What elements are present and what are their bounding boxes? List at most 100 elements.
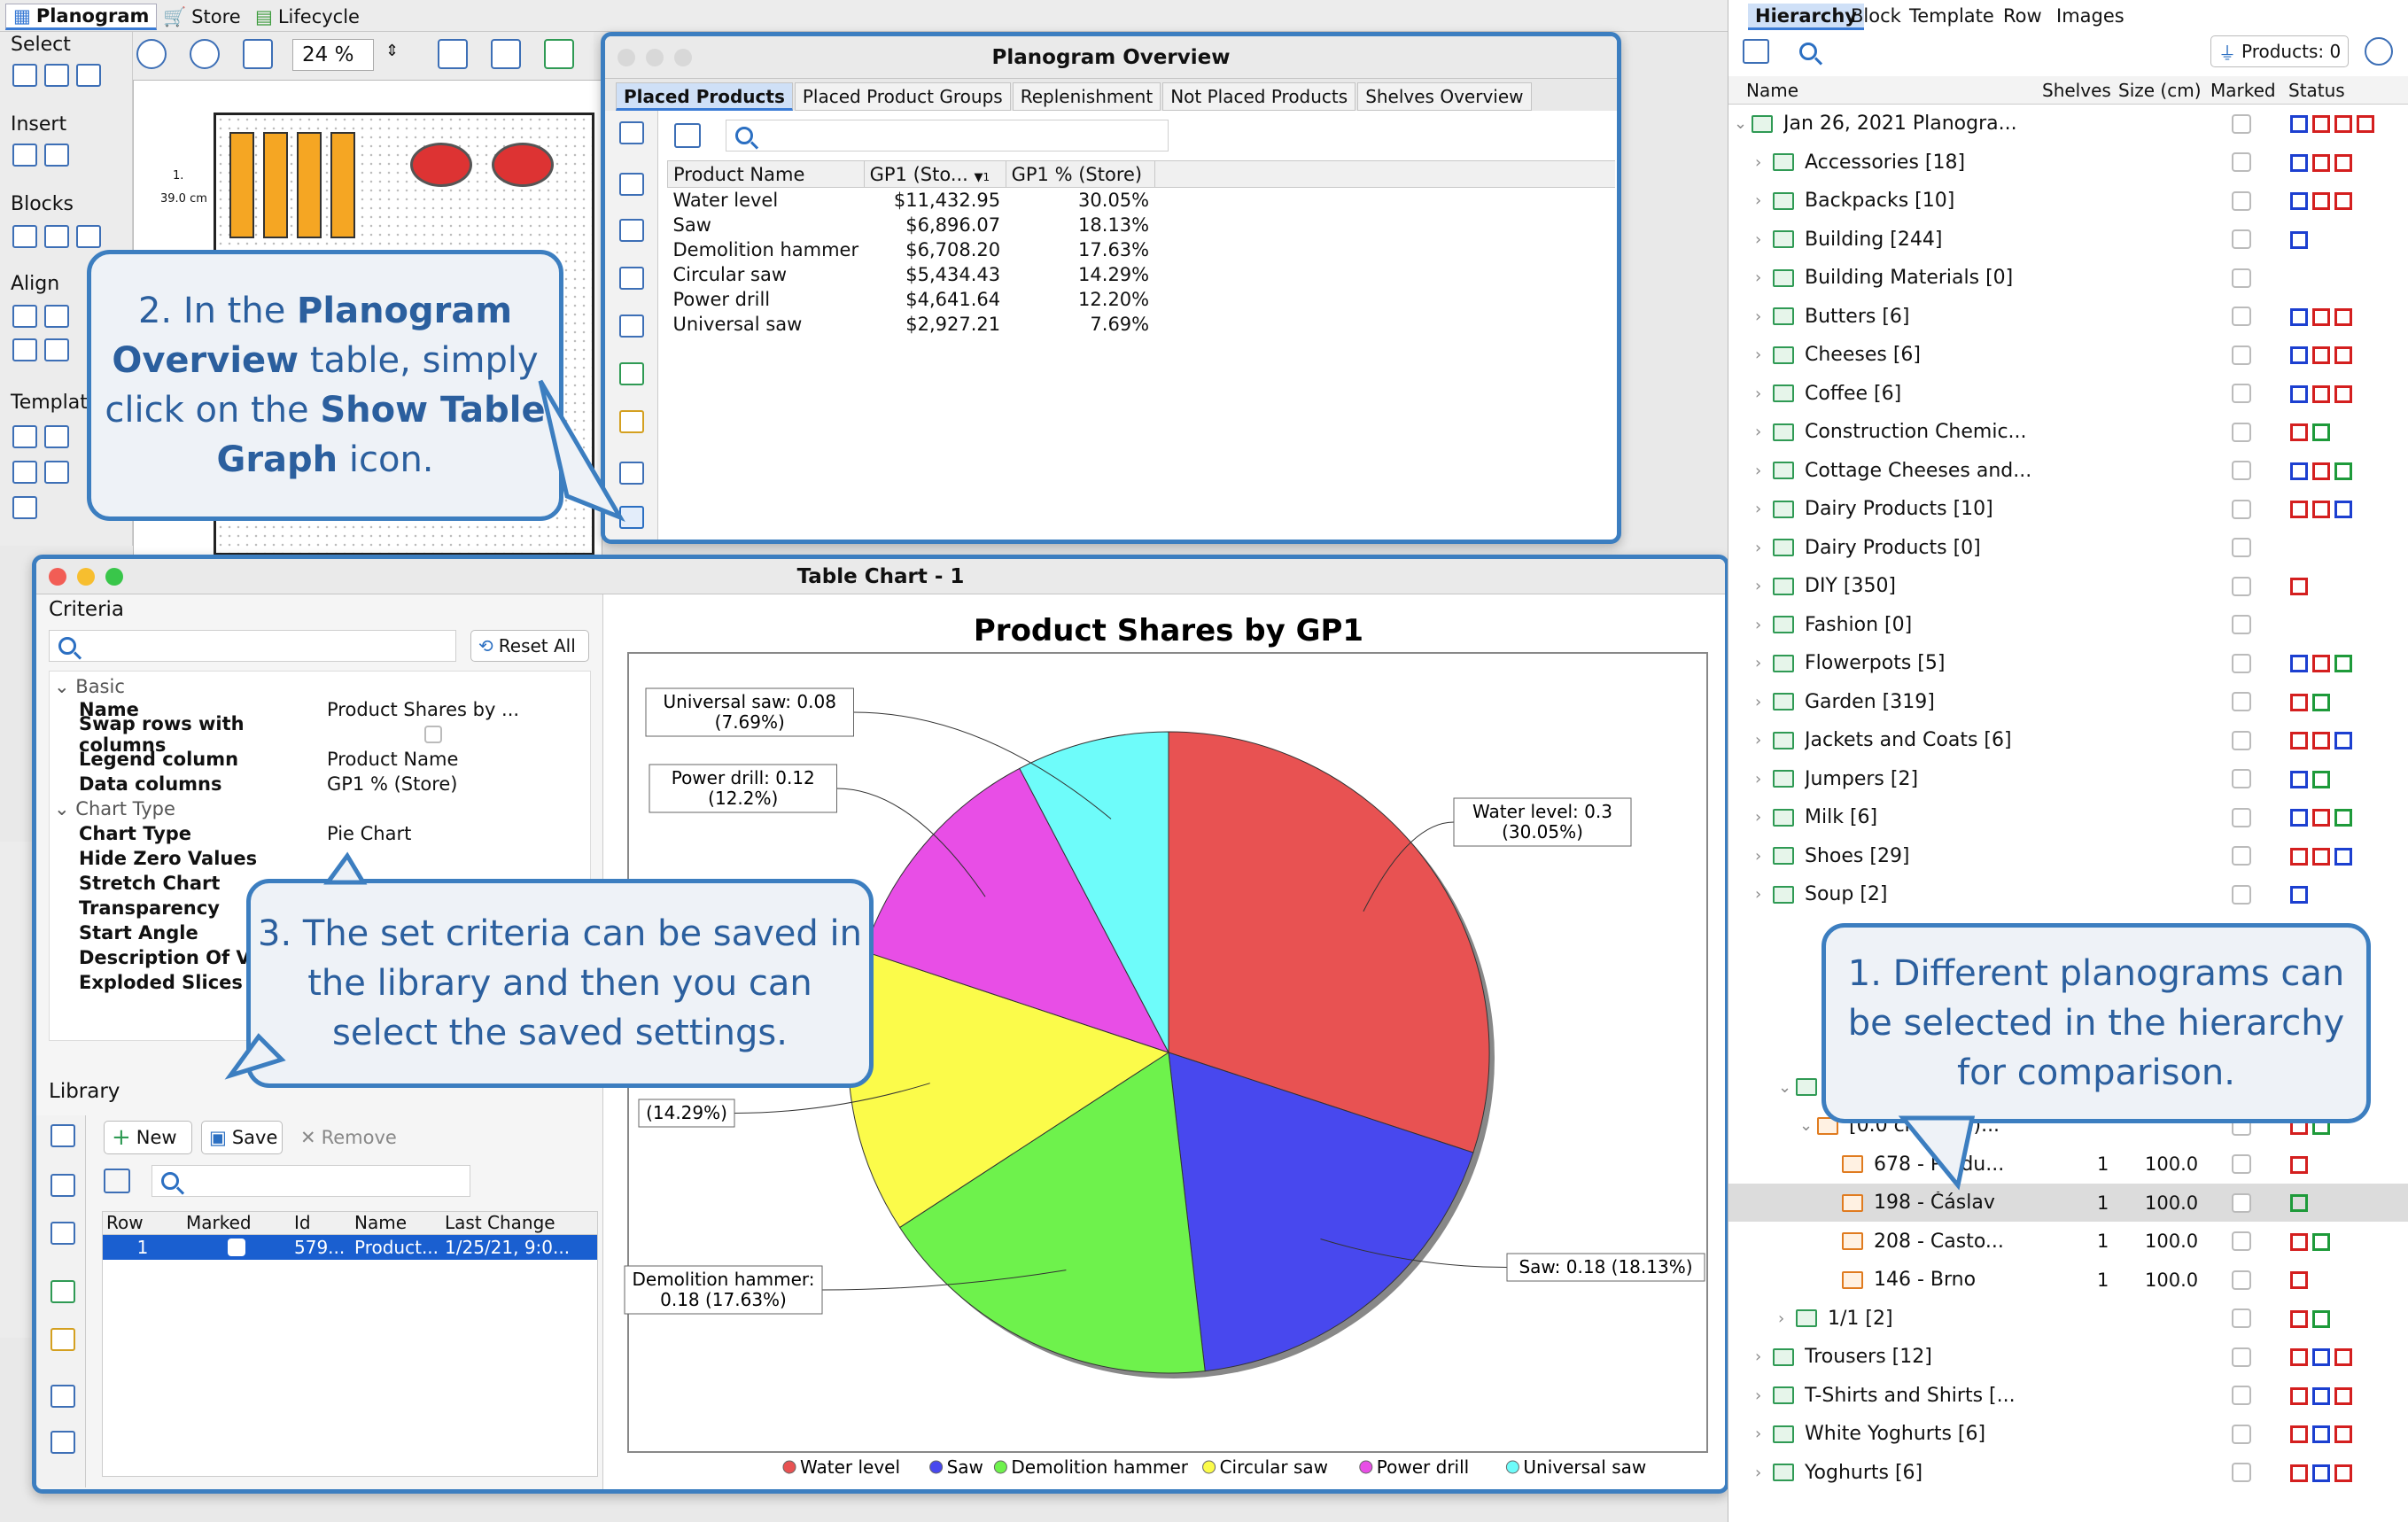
table-row[interactable]: Power drill $4,641.64 12.20% (668, 287, 1616, 312)
product-circular-saw[interactable] (492, 143, 554, 187)
prop-stretch[interactable]: Stretch Chart (79, 871, 327, 896)
tab-template[interactable]: Template (1909, 5, 1994, 27)
product-water-level[interactable] (297, 132, 322, 238)
prop-exploded[interactable]: Exploded Slices (79, 970, 327, 995)
product-water-level[interactable] (263, 132, 288, 238)
marked-checkbox[interactable] (2232, 461, 2251, 480)
marked-checkbox[interactable] (2232, 345, 2251, 365)
marked-checkbox[interactable] (2232, 1424, 2251, 1444)
marked-checkbox[interactable] (2232, 229, 2251, 249)
pie-slice-water-level[interactable] (1168, 731, 1490, 1153)
zoom-out-icon[interactable] (190, 39, 220, 69)
chevron-right-icon[interactable]: › (1755, 885, 1762, 904)
pie-slice-universal-saw[interactable] (1019, 731, 1169, 1053)
tab-store[interactable]: 🛒 Store (156, 4, 248, 30)
copy-icon[interactable] (50, 1174, 75, 1197)
chevron-right-icon[interactable]: › (1755, 384, 1762, 403)
marked-checkbox[interactable] (2232, 1386, 2251, 1405)
tree-item[interactable]: › Dairy Products [10] (1728, 490, 2408, 528)
col-name[interactable]: Name (1746, 80, 1799, 101)
chevron-right-icon[interactable]: › (1755, 1386, 1762, 1405)
table-row[interactable]: Circular saw $5,434.43 14.29% (668, 262, 1616, 287)
marked-checkbox[interactable] (2232, 190, 2251, 211)
tab-placed-product-groups[interactable]: Placed Product Groups (794, 82, 1011, 111)
select-icon[interactable] (12, 64, 37, 87)
pie-slice-saw[interactable] (1168, 1052, 1474, 1372)
marked-checkbox[interactable] (2232, 307, 2251, 326)
tree-item[interactable]: › Backpacks [10] (1728, 182, 2408, 220)
chevron-right-icon[interactable]: › (1755, 229, 1762, 249)
help-icon[interactable] (619, 219, 644, 242)
table-settings-icon[interactable] (619, 462, 644, 485)
prop-transparency[interactable]: Transparency (79, 896, 327, 920)
tab-lifecycle[interactable]: ▤ Lifecycle (248, 4, 367, 30)
tab-placed-products[interactable]: Placed Products (616, 82, 793, 111)
marked-checkbox[interactable] (2232, 152, 2251, 172)
chevron-down-icon[interactable]: ⌄ (1778, 1077, 1792, 1097)
col-id[interactable]: Id (294, 1212, 311, 1233)
marked-checkbox[interactable] (2232, 1154, 2251, 1174)
marked-checkbox[interactable] (2232, 884, 2251, 905)
table-row[interactable]: Demolition hammer $6,708.20 17.63% (668, 237, 1616, 262)
copy-icon[interactable] (619, 173, 644, 196)
tree-item[interactable]: › Cheeses [6] (1728, 336, 2408, 374)
chevron-right-icon[interactable]: › (1755, 577, 1762, 595)
tree-item[interactable]: › Shoes [29] (1728, 837, 2408, 875)
align-left-icon[interactable] (12, 305, 37, 328)
marked-checkbox[interactable] (2232, 1347, 2251, 1367)
excel-icon[interactable] (544, 39, 574, 69)
csv-icon[interactable] (619, 410, 644, 433)
library-search-input[interactable] (151, 1165, 470, 1197)
prop-description[interactable]: Description Of Val (79, 945, 327, 970)
prop-swap-rows[interactable]: Swap rows with columns (79, 713, 442, 756)
tree-item[interactable]: › Building Materials [0] (1728, 259, 2408, 297)
select-all-icon[interactable] (619, 121, 644, 144)
select-multi-icon[interactable] (76, 64, 101, 87)
col-status[interactable]: Status (2288, 80, 2345, 101)
tab-block[interactable]: Block (1851, 5, 1901, 27)
excel-icon[interactable] (619, 362, 644, 385)
tree-item[interactable]: › Dairy Products [0] (1728, 529, 2408, 567)
chevron-right-icon[interactable]: › (1755, 1425, 1762, 1443)
block-split-icon[interactable] (44, 225, 69, 248)
marked-checkbox[interactable] (2232, 653, 2251, 673)
marked-checkbox[interactable] (2232, 113, 2251, 134)
marked-checkbox[interactable] (2232, 384, 2251, 403)
tab-row[interactable]: Row (2003, 5, 2042, 27)
marked-checkbox[interactable] (2232, 538, 2251, 557)
col-marked[interactable]: Marked (186, 1212, 252, 1233)
mirror-icon[interactable] (12, 496, 37, 519)
product-circular-saw[interactable] (410, 143, 472, 187)
tab-not-placed-products[interactable]: Not Placed Products (1162, 82, 1356, 111)
tree-item[interactable]: 678 - Pardu... 1 100.0 (1728, 1145, 2408, 1184)
chevron-right-icon[interactable]: › (1755, 615, 1762, 634)
pie-slice-demolition-hammer[interactable] (898, 1052, 1206, 1374)
chevron-right-icon[interactable]: › (1755, 346, 1762, 364)
library-save-button[interactable]: ▣ Save (201, 1121, 283, 1154)
swap-rows-checkbox[interactable] (424, 726, 442, 743)
tree-item[interactable]: › White Yoghurts [6] (1728, 1415, 2408, 1453)
select-area-icon[interactable] (44, 64, 69, 87)
marked-checkbox[interactable] (2232, 1231, 2251, 1251)
excel-icon[interactable] (50, 1280, 75, 1303)
minimize-button[interactable] (646, 49, 664, 66)
marked-checkbox[interactable] (2232, 692, 2251, 711)
col-row[interactable]: Row (106, 1212, 144, 1233)
table-columns-icon[interactable] (674, 123, 701, 148)
align-center-icon[interactable] (44, 305, 69, 328)
col-shelves[interactable]: Shelves (2042, 80, 2111, 101)
prop-hide-zero[interactable]: Hide Zero Values (79, 846, 327, 871)
table-row[interactable]: Water level $11,432.95 30.05% (668, 188, 1616, 213)
tree-item[interactable]: › Fashion [0] (1728, 606, 2408, 644)
prop-name[interactable]: Name Product Shares by ... (79, 697, 519, 722)
chevron-right-icon[interactable]: › (1755, 808, 1762, 827)
chevron-right-icon[interactable]: › (1755, 152, 1762, 172)
marked-checkbox[interactable] (2232, 615, 2251, 634)
tree-item[interactable]: › Trousers [12] (1728, 1338, 2408, 1376)
marked-checkbox[interactable] (2232, 499, 2251, 519)
criteria-search-input[interactable] (49, 630, 456, 662)
template-edit-icon[interactable] (44, 425, 69, 448)
table-settings-icon[interactable] (50, 1385, 75, 1408)
tree-item[interactable]: › Jackets and Coats [6] (1728, 721, 2408, 759)
hierarchy-search-input[interactable] (1790, 35, 2163, 67)
